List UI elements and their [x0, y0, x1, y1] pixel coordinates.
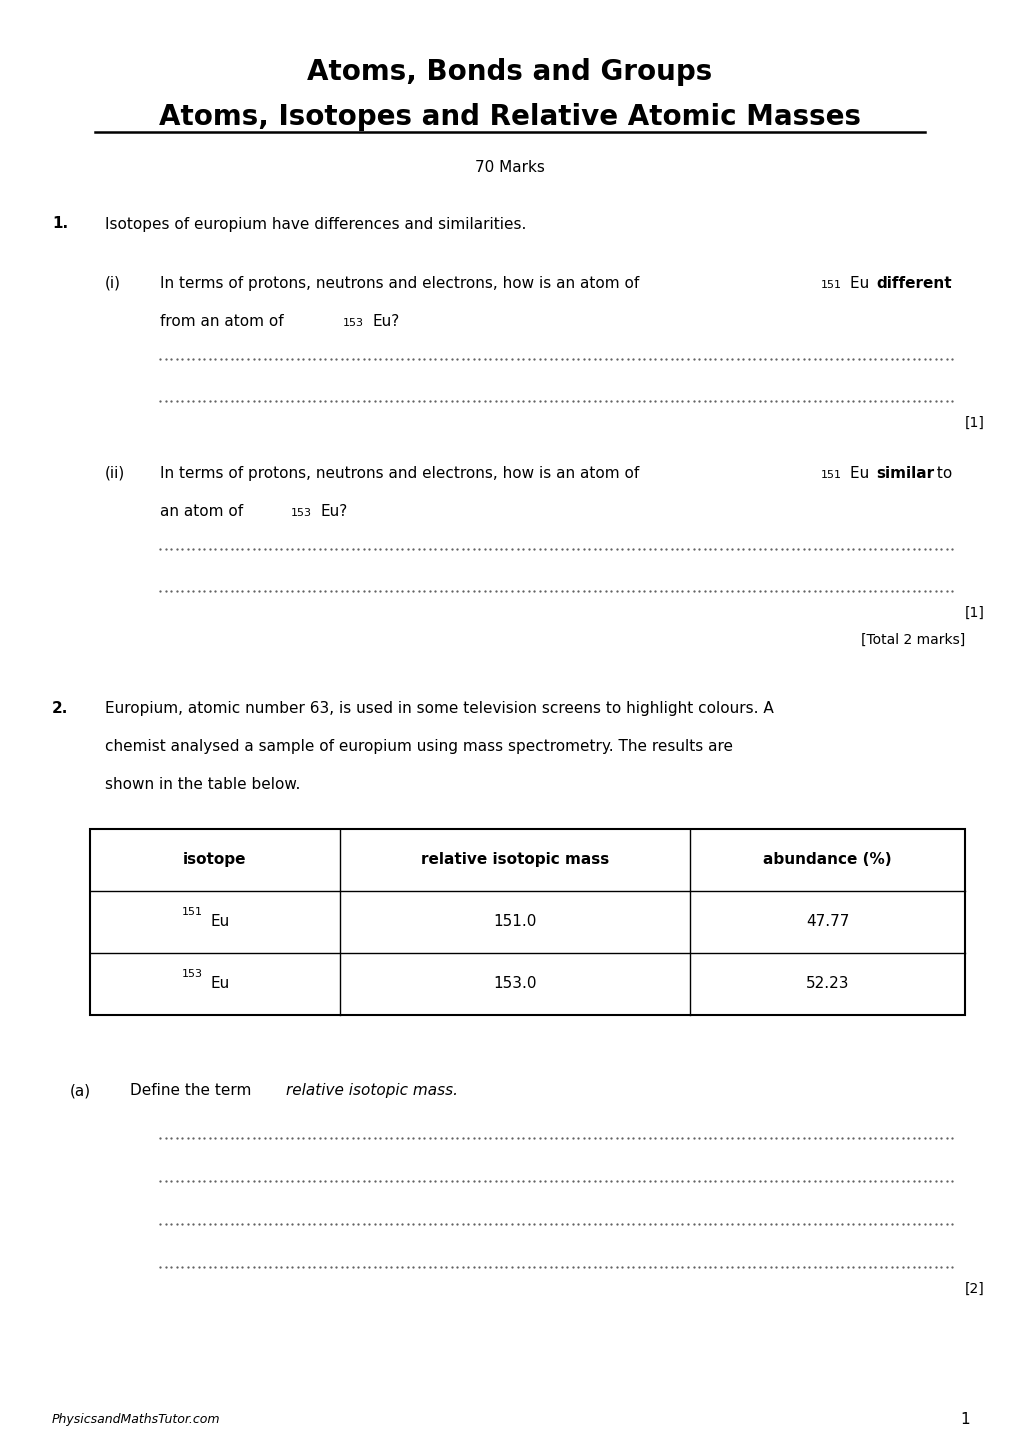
Text: Atoms, Isotopes and Relative Atomic Masses: Atoms, Isotopes and Relative Atomic Mass… — [159, 102, 860, 131]
Text: abundance (%): abundance (%) — [762, 852, 891, 868]
Text: 153: 153 — [342, 319, 364, 327]
Text: to: to — [931, 466, 952, 482]
Text: [Total 2 marks]: [Total 2 marks] — [860, 633, 964, 647]
Text: 153: 153 — [181, 969, 203, 979]
Text: 52.23: 52.23 — [805, 976, 849, 992]
Text: different: different — [875, 275, 951, 291]
Text: relative isotopic mass.: relative isotopic mass. — [285, 1083, 458, 1097]
Text: (a): (a) — [70, 1083, 91, 1097]
Text: Europium, atomic number 63, is used in some television screens to highlight colo: Europium, atomic number 63, is used in s… — [105, 701, 773, 717]
Text: (ii): (ii) — [105, 466, 125, 482]
Text: 153: 153 — [290, 508, 312, 518]
Text: 151: 151 — [820, 280, 841, 290]
Text: In terms of protons, neutrons and electrons, how is an atom of: In terms of protons, neutrons and electr… — [160, 275, 643, 291]
Text: [1]: [1] — [964, 415, 984, 430]
Text: similar: similar — [875, 466, 933, 482]
Text: In terms of protons, neutrons and electrons, how is an atom of: In terms of protons, neutrons and electr… — [160, 466, 643, 482]
Text: 151.0: 151.0 — [493, 914, 536, 930]
Text: from an atom of: from an atom of — [160, 314, 288, 329]
Text: isotope: isotope — [183, 852, 247, 868]
Text: relative isotopic mass: relative isotopic mass — [421, 852, 608, 868]
Text: 151: 151 — [181, 907, 203, 917]
Text: Isotopes of europium have differences and similarities.: Isotopes of europium have differences an… — [105, 216, 526, 232]
Text: (i): (i) — [105, 275, 121, 291]
Text: 70 Marks: 70 Marks — [475, 160, 544, 174]
Text: Eu?: Eu? — [372, 314, 398, 329]
Text: Eu: Eu — [849, 466, 873, 482]
Text: [1]: [1] — [964, 606, 984, 620]
Text: 2.: 2. — [52, 701, 68, 717]
Text: Atoms, Bonds and Groups: Atoms, Bonds and Groups — [307, 58, 712, 87]
Text: 1.: 1. — [52, 216, 68, 232]
Text: Define the term: Define the term — [129, 1083, 256, 1097]
Text: chemist analysed a sample of europium using mass spectrometry. The results are: chemist analysed a sample of europium us… — [105, 738, 733, 754]
Text: 151: 151 — [820, 470, 841, 480]
Text: Eu?: Eu? — [320, 505, 346, 519]
Text: 1: 1 — [960, 1413, 969, 1428]
Bar — [90, 829, 964, 1015]
Text: Eu: Eu — [210, 914, 229, 930]
Text: Eu: Eu — [849, 275, 873, 291]
Text: shown in the table below.: shown in the table below. — [105, 777, 300, 792]
Text: an atom of: an atom of — [160, 505, 248, 519]
Text: 47.77: 47.77 — [805, 914, 849, 930]
Text: [2]: [2] — [964, 1282, 983, 1296]
Text: 153.0: 153.0 — [493, 976, 536, 992]
Text: Eu: Eu — [210, 976, 229, 992]
Text: PhysicsandMathsTutor.com: PhysicsandMathsTutor.com — [52, 1413, 220, 1426]
